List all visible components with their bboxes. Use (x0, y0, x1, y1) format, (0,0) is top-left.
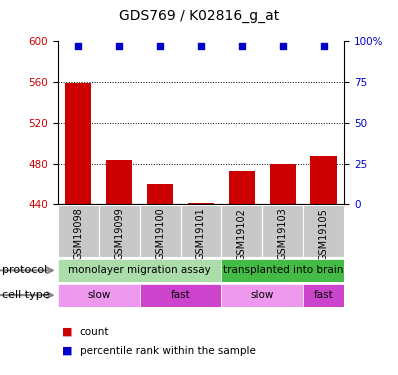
Text: slow: slow (87, 290, 110, 300)
Bar (58, 205, 99, 257)
Bar (140, 205, 181, 257)
Point (198, 44, 204, 50)
Bar (188, 203, 214, 204)
Text: GSM19102: GSM19102 (237, 208, 247, 261)
Text: GSM19105: GSM19105 (319, 208, 329, 261)
Text: GSM19101: GSM19101 (196, 208, 206, 261)
Point (75, 44, 81, 50)
Text: ■: ■ (62, 346, 72, 355)
Text: percentile rank within the sample: percentile rank within the sample (80, 346, 256, 355)
Bar (221, 259, 344, 282)
Text: protocol: protocol (2, 266, 47, 275)
Bar (65, 83, 92, 204)
Text: ■: ■ (62, 327, 72, 337)
Point (321, 44, 327, 50)
Text: count: count (80, 327, 109, 337)
Bar (269, 164, 296, 204)
Bar (310, 156, 337, 204)
Bar (228, 171, 255, 204)
Bar (140, 284, 221, 307)
Bar (99, 205, 140, 257)
Bar (262, 205, 303, 257)
Bar (221, 205, 262, 257)
Bar (147, 184, 174, 204)
Text: GDS769 / K02816_g_at: GDS769 / K02816_g_at (119, 9, 279, 23)
Bar (106, 159, 133, 204)
Text: fast: fast (171, 290, 190, 300)
Point (280, 44, 286, 50)
Bar (303, 284, 344, 307)
Text: monolayer migration assay: monolayer migration assay (68, 266, 211, 275)
Text: cell type: cell type (2, 290, 50, 300)
Text: GSM19099: GSM19099 (114, 208, 124, 261)
Bar (221, 284, 303, 307)
Text: GSM19098: GSM19098 (73, 208, 83, 261)
Text: slow: slow (251, 290, 274, 300)
Bar (181, 205, 221, 257)
Bar (58, 284, 140, 307)
Point (116, 44, 122, 50)
Point (239, 44, 245, 50)
Text: transplanted into brain: transplanted into brain (222, 266, 343, 275)
Text: GSM19103: GSM19103 (278, 208, 288, 261)
Bar (303, 205, 344, 257)
Text: GSM19100: GSM19100 (155, 208, 165, 261)
Bar (58, 259, 221, 282)
Point (157, 44, 163, 50)
Text: fast: fast (314, 290, 334, 300)
